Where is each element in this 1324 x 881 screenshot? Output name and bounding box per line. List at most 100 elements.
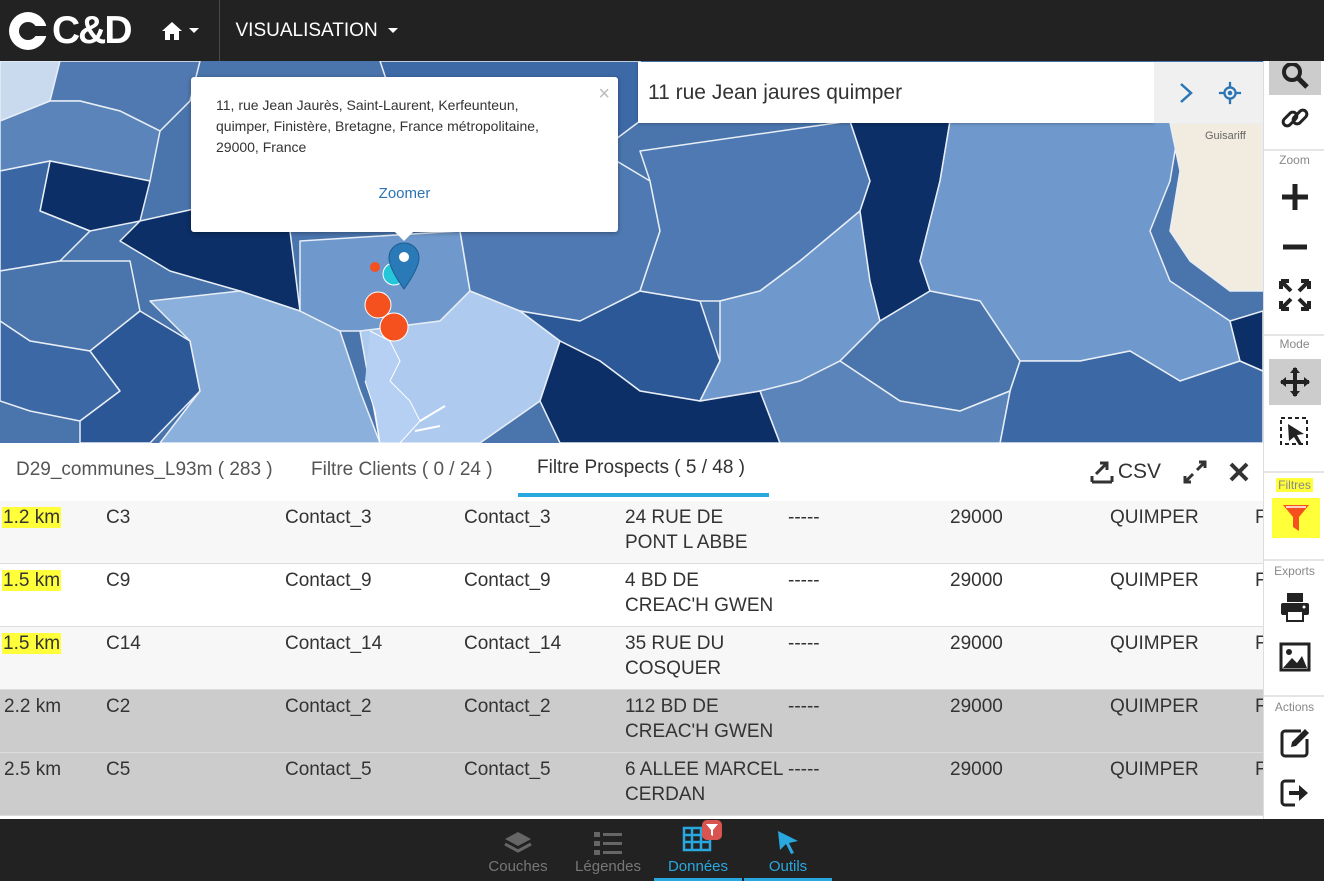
zoom-in-button[interactable] bbox=[1269, 174, 1321, 220]
select-area-icon bbox=[1280, 417, 1308, 445]
distance-cell: 1.5 km bbox=[2, 570, 62, 591]
navbar-divider bbox=[218, 0, 220, 61]
address-line1-cell: 112 BD DE bbox=[625, 696, 719, 717]
expand-icon bbox=[1183, 460, 1207, 484]
top-navbar: C&D VISUALISATION bbox=[0, 0, 1324, 61]
postcode-cell: 29000 bbox=[950, 696, 1003, 717]
edit-icon bbox=[1280, 729, 1309, 758]
contact-cell: Contact_3 bbox=[285, 507, 372, 528]
nav-outils[interactable]: Outils bbox=[744, 819, 832, 881]
city-cell: QUIMPER bbox=[1110, 759, 1199, 780]
move-icon bbox=[1280, 367, 1310, 397]
zoom-out-button[interactable] bbox=[1269, 224, 1321, 270]
close-table-button[interactable] bbox=[1229, 462, 1249, 482]
csv-export-button[interactable]: CSV bbox=[1090, 460, 1161, 484]
home-icon bbox=[161, 21, 182, 40]
logo-icon bbox=[9, 11, 48, 50]
toolbar-separator bbox=[1264, 471, 1324, 473]
data-tabs-bar: D29_communes_L93m ( 283 ) Filtre Clients… bbox=[0, 443, 1263, 501]
print-button[interactable] bbox=[1269, 584, 1321, 630]
tab-filtre-prospects[interactable]: Filtre Prospects ( 5 / 48 ) bbox=[518, 443, 769, 497]
address-search-box bbox=[638, 62, 1154, 123]
postcode-cell: 29000 bbox=[950, 507, 1003, 528]
pan-mode-button[interactable] bbox=[1269, 359, 1321, 405]
exit-icon bbox=[1280, 779, 1308, 807]
expand-icon bbox=[1279, 279, 1311, 311]
distance-cell: 2.2 km bbox=[4, 696, 62, 717]
fullscreen-button[interactable] bbox=[1269, 272, 1321, 318]
search-tool-button[interactable] bbox=[1269, 61, 1321, 95]
extra-cell: ----- bbox=[788, 633, 820, 654]
search-go-button[interactable] bbox=[1154, 62, 1218, 123]
search-icon bbox=[1282, 63, 1309, 89]
edit-button[interactable] bbox=[1269, 720, 1321, 766]
filter-button[interactable] bbox=[1272, 498, 1320, 538]
nav-couches-label: Couches bbox=[488, 858, 548, 875]
mode-section-label: Mode bbox=[1279, 337, 1310, 351]
popup-close-button[interactable]: × bbox=[598, 83, 610, 105]
code-cell: C2 bbox=[106, 696, 131, 717]
link-tool-button[interactable] bbox=[1269, 95, 1321, 141]
minus-icon bbox=[1283, 244, 1307, 250]
locate-button[interactable] bbox=[1218, 62, 1242, 123]
expand-table-button[interactable] bbox=[1183, 460, 1207, 484]
distance-cell: 1.5 km bbox=[2, 633, 62, 654]
export-icon bbox=[1090, 461, 1114, 484]
layers-icon bbox=[504, 832, 532, 853]
table-row[interactable]: 2.2 km C2 Contact_2 Contact_2 112 BD DE … bbox=[0, 690, 1263, 753]
chevron-right-icon bbox=[1180, 82, 1193, 103]
prospect-marker[interactable] bbox=[370, 262, 380, 272]
tab-filtre-clients[interactable]: Filtre Clients ( 0 / 24 ) bbox=[311, 459, 493, 480]
export-image-button[interactable] bbox=[1269, 634, 1321, 680]
exports-section-label: Exports bbox=[1274, 564, 1315, 578]
nav-donnees[interactable]: Données bbox=[654, 819, 742, 881]
link-icon bbox=[1281, 108, 1309, 128]
address-line2-cell: CERDAN bbox=[625, 784, 706, 805]
address-line1-cell: 6 ALLEE MARCEL bbox=[625, 759, 784, 780]
select-mode-button[interactable] bbox=[1269, 409, 1321, 455]
right-toolbar: Zoom Mode bbox=[1263, 61, 1324, 819]
popup-address: 11, rue Jean Jaurès, Saint-Laurent, Kerf… bbox=[216, 97, 539, 155]
contact-cell: Contact_3 bbox=[464, 507, 551, 528]
address-line2-cell: COSQUER bbox=[625, 658, 722, 679]
country-cell: F bbox=[1255, 633, 1263, 654]
home-menu-button[interactable] bbox=[161, 21, 199, 41]
toolbar-separator bbox=[1264, 334, 1324, 336]
extra-cell: ----- bbox=[788, 507, 820, 528]
popup-tip bbox=[395, 232, 413, 241]
pointer-icon bbox=[778, 831, 798, 854]
contact-cell: Contact_14 bbox=[464, 633, 562, 654]
table-row[interactable]: 1.5 km C9 Contact_9 Contact_9 4 BD DE CR… bbox=[0, 564, 1263, 627]
address-line2-cell: PONT L ABBE bbox=[625, 532, 748, 553]
code-cell: C5 bbox=[106, 759, 131, 780]
prospect-marker[interactable] bbox=[379, 312, 409, 342]
filter-icon bbox=[1283, 505, 1309, 531]
print-icon bbox=[1281, 593, 1309, 622]
nav-legendes[interactable]: Légendes bbox=[571, 819, 645, 881]
csv-label: CSV bbox=[1117, 460, 1161, 483]
chevron-down-icon bbox=[188, 28, 199, 33]
logout-button[interactable] bbox=[1269, 770, 1321, 816]
filters-section-label: Filtres bbox=[1276, 478, 1313, 492]
country-cell: F bbox=[1255, 696, 1263, 717]
toolbar-separator bbox=[1264, 695, 1324, 697]
visualisation-menu[interactable]: VISUALISATION bbox=[236, 20, 398, 42]
logo[interactable]: C&D bbox=[6, 0, 132, 61]
popup-zoom-link[interactable]: Zoomer bbox=[378, 185, 431, 202]
tab-communes[interactable]: D29_communes_L93m ( 283 ) bbox=[16, 459, 273, 480]
prospect-marker[interactable] bbox=[364, 291, 392, 319]
table-row[interactable]: 2.5 km C5 Contact_5 Contact_5 6 ALLEE MA… bbox=[0, 753, 1263, 816]
extra-cell: ----- bbox=[788, 696, 820, 717]
country-cell: F bbox=[1255, 759, 1263, 780]
search-actions bbox=[1154, 62, 1263, 123]
table-row[interactable]: 1.5 km C14 Contact_14 Contact_14 35 RUE … bbox=[0, 627, 1263, 690]
table-row[interactable]: 1.2 km C3 Contact_3 Contact_3 24 RUE DE … bbox=[0, 501, 1263, 564]
postcode-cell: 29000 bbox=[950, 633, 1003, 654]
svg-text:Guisariff: Guisariff bbox=[1205, 130, 1247, 142]
postcode-cell: 29000 bbox=[950, 570, 1003, 591]
tab-tools: CSV bbox=[1068, 443, 1249, 501]
location-pin-icon[interactable] bbox=[388, 242, 420, 290]
address-search-input[interactable] bbox=[638, 62, 1154, 123]
nav-couches[interactable]: Couches bbox=[482, 819, 554, 881]
